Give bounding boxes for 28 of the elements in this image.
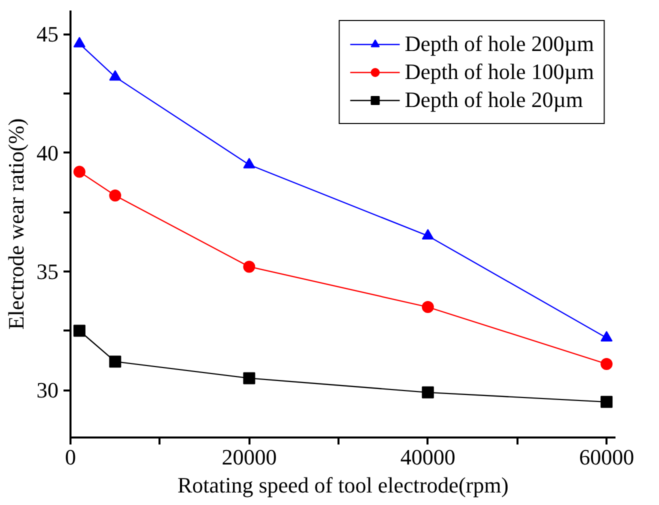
point (109, 356, 122, 368)
y-tick-label: 30 (36, 378, 58, 403)
x-tick-label: 60000 (579, 444, 634, 470)
point (109, 70, 122, 81)
point (73, 324, 86, 337)
point (243, 158, 256, 168)
x-tick-label: 20000 (222, 444, 277, 470)
x-axis-title: Rotating speed of tool electrode(rpm) (177, 472, 509, 498)
y-tick-label: 40 (36, 140, 58, 166)
point (73, 166, 86, 178)
point (109, 190, 122, 202)
y-axis-title: Electrode wear ratio(%) (4, 118, 28, 330)
point (422, 386, 434, 398)
point (600, 396, 613, 408)
point (73, 36, 86, 48)
legend-label: Depth of hole 20µm (404, 87, 583, 113)
x-tick-label: 0 (65, 444, 76, 470)
point (600, 358, 613, 370)
legend-label: Depth of hole 100µm (404, 59, 594, 85)
x-tick-label: 40000 (400, 444, 456, 470)
point (422, 229, 434, 240)
point (243, 372, 256, 384)
legend-label: Depth of hole 200µm (404, 31, 594, 57)
point (243, 260, 256, 273)
y-tick-label: 45 (36, 22, 58, 47)
y-tick-label: 35 (36, 258, 58, 284)
point (422, 301, 434, 314)
point (600, 331, 613, 342)
